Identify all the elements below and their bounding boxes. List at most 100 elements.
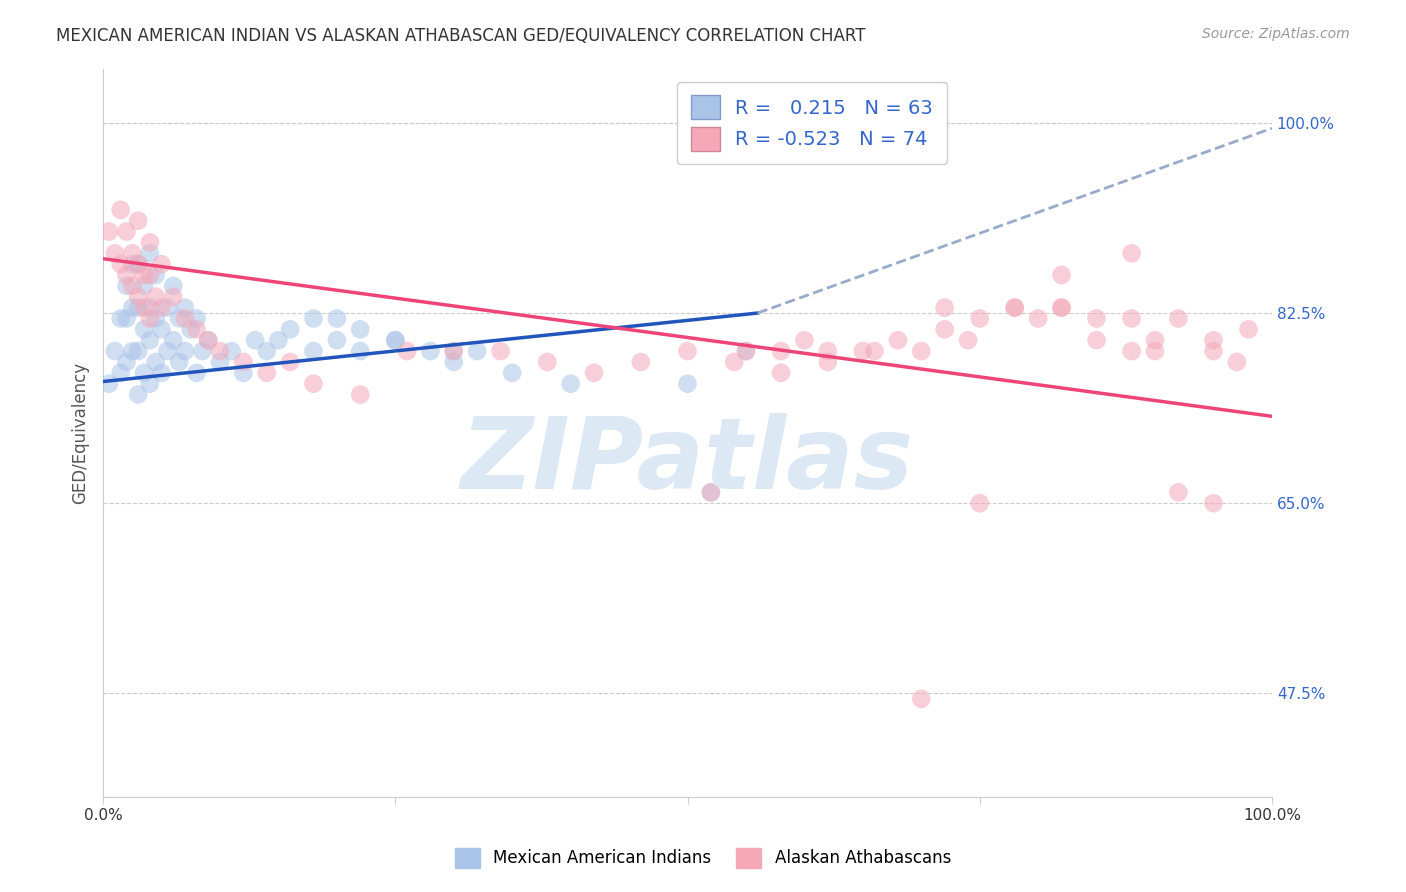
- Point: [243, 333, 266, 347]
- Point: [1050, 301, 1073, 315]
- Point: [139, 235, 162, 250]
- Point: [127, 257, 149, 271]
- Point: [127, 344, 149, 359]
- Point: [150, 322, 173, 336]
- Point: [384, 333, 406, 347]
- Point: [98, 225, 121, 239]
- Point: [232, 366, 254, 380]
- Point: [676, 376, 699, 391]
- Point: [969, 496, 991, 510]
- Point: [863, 344, 886, 359]
- Legend: Mexican American Indians, Alaskan Athabascans: Mexican American Indians, Alaskan Athaba…: [449, 841, 957, 875]
- Point: [1026, 311, 1049, 326]
- Point: [676, 344, 699, 359]
- Point: [910, 344, 932, 359]
- Point: [956, 333, 979, 347]
- Point: [1050, 268, 1073, 282]
- Point: [1202, 333, 1225, 347]
- Point: [1050, 301, 1073, 315]
- Point: [817, 344, 839, 359]
- Point: [501, 366, 523, 380]
- Point: [1121, 311, 1143, 326]
- Point: [349, 322, 371, 336]
- Point: [443, 355, 465, 369]
- Point: [1004, 301, 1026, 315]
- Point: [156, 301, 179, 315]
- Point: [934, 301, 956, 315]
- Point: [162, 290, 184, 304]
- Point: [969, 311, 991, 326]
- Point: [1202, 496, 1225, 510]
- Point: [186, 311, 208, 326]
- Point: [191, 344, 214, 359]
- Point: [349, 344, 371, 359]
- Point: [489, 344, 512, 359]
- Point: [735, 344, 758, 359]
- Point: [132, 366, 155, 380]
- Text: Source: ZipAtlas.com: Source: ZipAtlas.com: [1202, 27, 1350, 41]
- Point: [769, 366, 792, 380]
- Point: [278, 355, 301, 369]
- Point: [174, 301, 197, 315]
- Point: [256, 366, 278, 380]
- Point: [139, 268, 162, 282]
- Point: [127, 257, 149, 271]
- Point: [115, 268, 138, 282]
- Point: [232, 355, 254, 369]
- Point: [560, 376, 582, 391]
- Point: [267, 333, 290, 347]
- Point: [208, 355, 231, 369]
- Point: [115, 311, 138, 326]
- Point: [139, 246, 162, 260]
- Point: [145, 355, 167, 369]
- Point: [104, 344, 127, 359]
- Point: [186, 322, 208, 336]
- Point: [132, 322, 155, 336]
- Point: [1167, 485, 1189, 500]
- Point: [769, 344, 792, 359]
- Point: [132, 268, 155, 282]
- Point: [326, 311, 349, 326]
- Point: [302, 344, 325, 359]
- Point: [197, 333, 219, 347]
- Point: [395, 344, 418, 359]
- Point: [139, 376, 162, 391]
- Point: [326, 333, 349, 347]
- Point: [419, 344, 441, 359]
- Text: ZIPatlas: ZIPatlas: [461, 413, 914, 510]
- Point: [104, 246, 127, 260]
- Point: [793, 333, 815, 347]
- Point: [1121, 344, 1143, 359]
- Point: [167, 355, 190, 369]
- Point: [630, 355, 652, 369]
- Point: [121, 344, 143, 359]
- Point: [167, 311, 190, 326]
- Point: [465, 344, 488, 359]
- Point: [1121, 246, 1143, 260]
- Point: [1143, 333, 1166, 347]
- Point: [132, 278, 155, 293]
- Point: [139, 333, 162, 347]
- Point: [110, 366, 132, 380]
- Point: [162, 333, 184, 347]
- Point: [150, 301, 173, 315]
- Point: [723, 355, 745, 369]
- Point: [110, 257, 132, 271]
- Point: [735, 344, 758, 359]
- Point: [349, 387, 371, 401]
- Point: [1085, 333, 1108, 347]
- Point: [1004, 301, 1026, 315]
- Point: [887, 333, 910, 347]
- Point: [110, 311, 132, 326]
- Point: [110, 202, 132, 217]
- Point: [115, 355, 138, 369]
- Point: [1237, 322, 1260, 336]
- Point: [1143, 344, 1166, 359]
- Point: [150, 257, 173, 271]
- Point: [127, 213, 149, 227]
- Point: [174, 344, 197, 359]
- Point: [180, 322, 202, 336]
- Point: [127, 290, 149, 304]
- Point: [156, 344, 179, 359]
- Point: [221, 344, 243, 359]
